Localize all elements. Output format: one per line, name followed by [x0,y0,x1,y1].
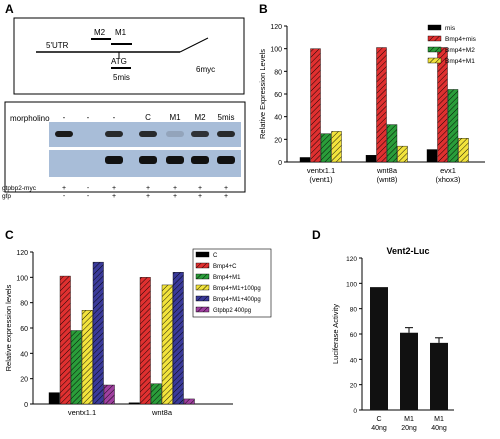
y-tick-label: 40 [20,351,28,358]
bar-c-0 [48,392,60,405]
legend-label: Bmp4+M1+100pg [213,286,261,292]
x-category-label: 40ng [431,425,447,432]
bar-bmp4-m1-100pg-0 [81,310,93,405]
bar-gtpbp2-400pg-1 [183,398,195,405]
bar-bmp4-m1-1 [150,383,162,405]
legend: C Bmp4+C Bmp4+M1 Bmp4+M1+100pg Bmp4+M1+400pg… [192,248,272,318]
y-tick-label: 20 [20,377,28,384]
legend-label: Bmp4+M2 [445,47,475,54]
bar-bmp4-c-0 [59,275,71,405]
y-tick-label: 40 [274,115,282,122]
bar-2 [430,342,448,410]
bar-bmp4-m1-400pg-0 [92,261,104,405]
y-tick-label: 0 [24,402,28,409]
bar-bmp4-m1-0 [70,330,82,405]
y-tick-label: 100 [270,47,282,54]
bar-bmp4-m2-1 [386,124,398,163]
panel-label-d: D [312,228,321,242]
legend-label: C [213,253,218,259]
x-category-label: C [376,416,381,423]
x-category-label: wnt8a [151,408,173,417]
bar-mis-2 [426,149,438,163]
bar-bmp4-m1-1 [397,145,408,163]
panel-label-a: A [5,2,14,16]
y-tick-label: 120 [346,256,357,263]
bar-mis-1 [365,154,377,163]
y-axis-label: Luciferase Activity [331,304,340,364]
bar-bmp4-m1-100pg-1 [161,284,173,405]
x-category-label: ventx1.1 [307,166,335,175]
legend-label: Gtpbp2 400pg [213,308,251,314]
legend-swatch [427,35,442,42]
legend-swatch [427,46,442,53]
x-category-label: ventx1.1 [68,408,96,417]
legend-swatch [195,295,210,302]
legend-label: Bmp4+C [213,264,237,270]
panel-label-c: C [5,228,14,242]
legend-swatch [427,57,442,64]
bar-c-1 [128,402,140,405]
legend-label: Bmp4+M1+400pg [213,297,261,303]
y-tick-label: 0 [278,160,282,167]
bar-0 [370,287,388,410]
legend-swatch [427,24,442,31]
bar-bmp4-mis-2 [437,47,448,163]
y-tick-label: 100 [16,275,28,282]
bar-bmp4-mis-0 [310,48,321,163]
y-tick-label: 60 [350,332,358,339]
x-category-label: (wnt8) [377,175,398,184]
bar-bmp4-mis-1 [376,47,387,163]
legend-swatch [195,262,210,269]
legend-label: Bmp4+M1 [213,275,241,281]
panel-label-b: B [259,2,268,16]
bar-bmp4-c-1 [139,277,151,405]
bar-bmp4-m1-2 [458,137,469,163]
y-tick-label: 20 [274,137,282,144]
y-tick-label: 100 [346,281,357,288]
bar-bmp4-m1-0 [331,131,342,163]
bar-gtpbp2-400pg-0 [103,384,115,405]
legend-swatch [195,251,210,258]
bar-bmp4-m1-400pg-1 [172,272,184,405]
legend: mis Bmp4+mis Bmp4+M2 Bmp4+M1 [427,24,477,65]
y-axis-label: Relative expression levels [4,284,13,371]
y-tick-label: 120 [16,250,28,257]
x-category-label: 40ng [371,425,387,432]
y-tick-label: 40 [350,357,358,364]
y-tick-label: 80 [350,307,358,314]
bar-bmp4-m2-2 [447,89,459,163]
y-tick-label: 120 [270,24,282,31]
legend-swatch [195,306,210,313]
bar-mis-0 [299,157,311,163]
x-category-label: M1 [404,416,414,423]
y-tick-label: 20 [350,383,358,390]
chart-title: Vent2-Luc [386,246,429,256]
y-tick-label: 60 [20,326,28,333]
x-category-label: 20ng [401,425,417,432]
x-category-label: M1 [434,416,444,423]
legend-label: mis [445,25,456,32]
x-category-label: (vent1) [309,175,333,184]
y-axis-label: Relative Expression Levels [258,49,267,139]
legend-swatch [195,284,210,291]
bar-1 [400,332,418,410]
legend-swatch [195,273,210,280]
y-tick-label: 80 [274,69,282,76]
y-tick-label: 0 [353,408,357,415]
y-tick-label: 60 [274,92,282,99]
y-tick-label: 80 [20,301,28,308]
bar-bmp4-m2-0 [320,133,332,163]
legend-label: Bmp4+M1 [445,58,475,65]
x-category-label: evx1 [440,166,456,175]
x-category-label: (xhox3) [435,175,461,184]
x-category-label: wnt8a [376,166,398,175]
legend-label: Bmp4+mis [445,36,477,43]
